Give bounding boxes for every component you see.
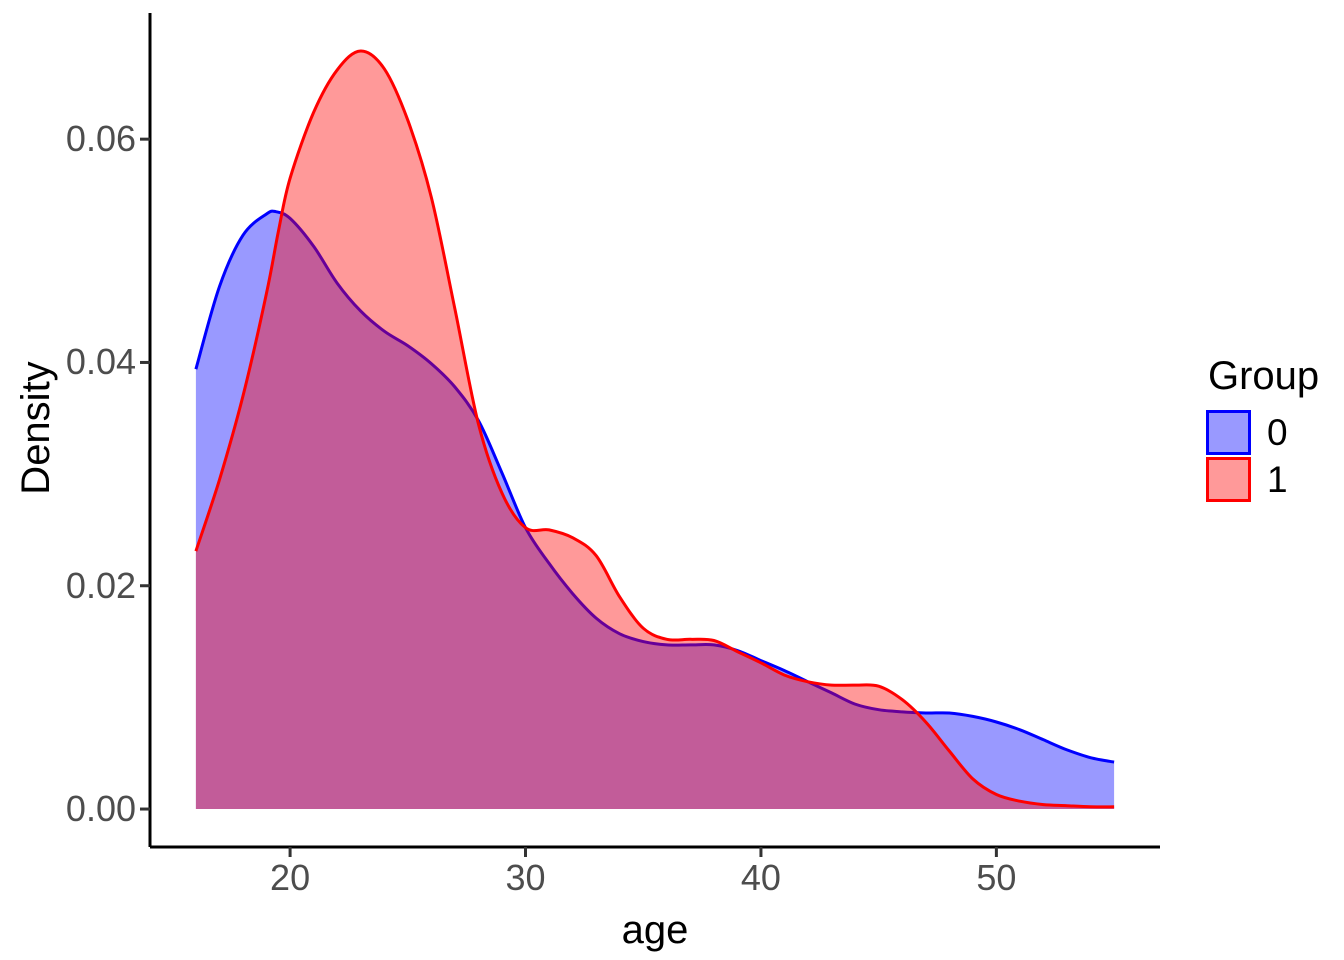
x-tick-label: 30 [505, 857, 546, 898]
legend-key-group-0 [1206, 410, 1251, 455]
y-tick-label: 0.00 [65, 788, 136, 830]
y-axis-title: Density [14, 361, 58, 495]
y-tick-label: 0.02 [65, 564, 136, 606]
legend-label: 0 [1267, 412, 1288, 453]
legend: Group 0 1 [1206, 356, 1319, 504]
x-tick-label: 20 [270, 857, 311, 898]
x-tick-label: 40 [740, 857, 781, 898]
density-curve-group-1 [194, 49, 1115, 809]
x-tick-label: 50 [976, 857, 1017, 898]
legend-label: 1 [1267, 459, 1288, 500]
x-axis-title: age [621, 908, 689, 952]
legend-title: Group [1208, 354, 1320, 398]
legend-item: 0 [1206, 410, 1319, 455]
y-tick-label: 0.06 [65, 118, 136, 160]
legend-key-group-1 [1206, 457, 1251, 502]
density-curve-group-0 [194, 209, 1115, 764]
y-tick-label: 0.04 [65, 341, 136, 383]
density-area-group-1 [195, 50, 1115, 809]
legend-item: 1 [1206, 457, 1319, 502]
